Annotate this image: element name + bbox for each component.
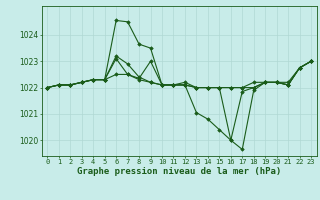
X-axis label: Graphe pression niveau de la mer (hPa): Graphe pression niveau de la mer (hPa) [77,167,281,176]
